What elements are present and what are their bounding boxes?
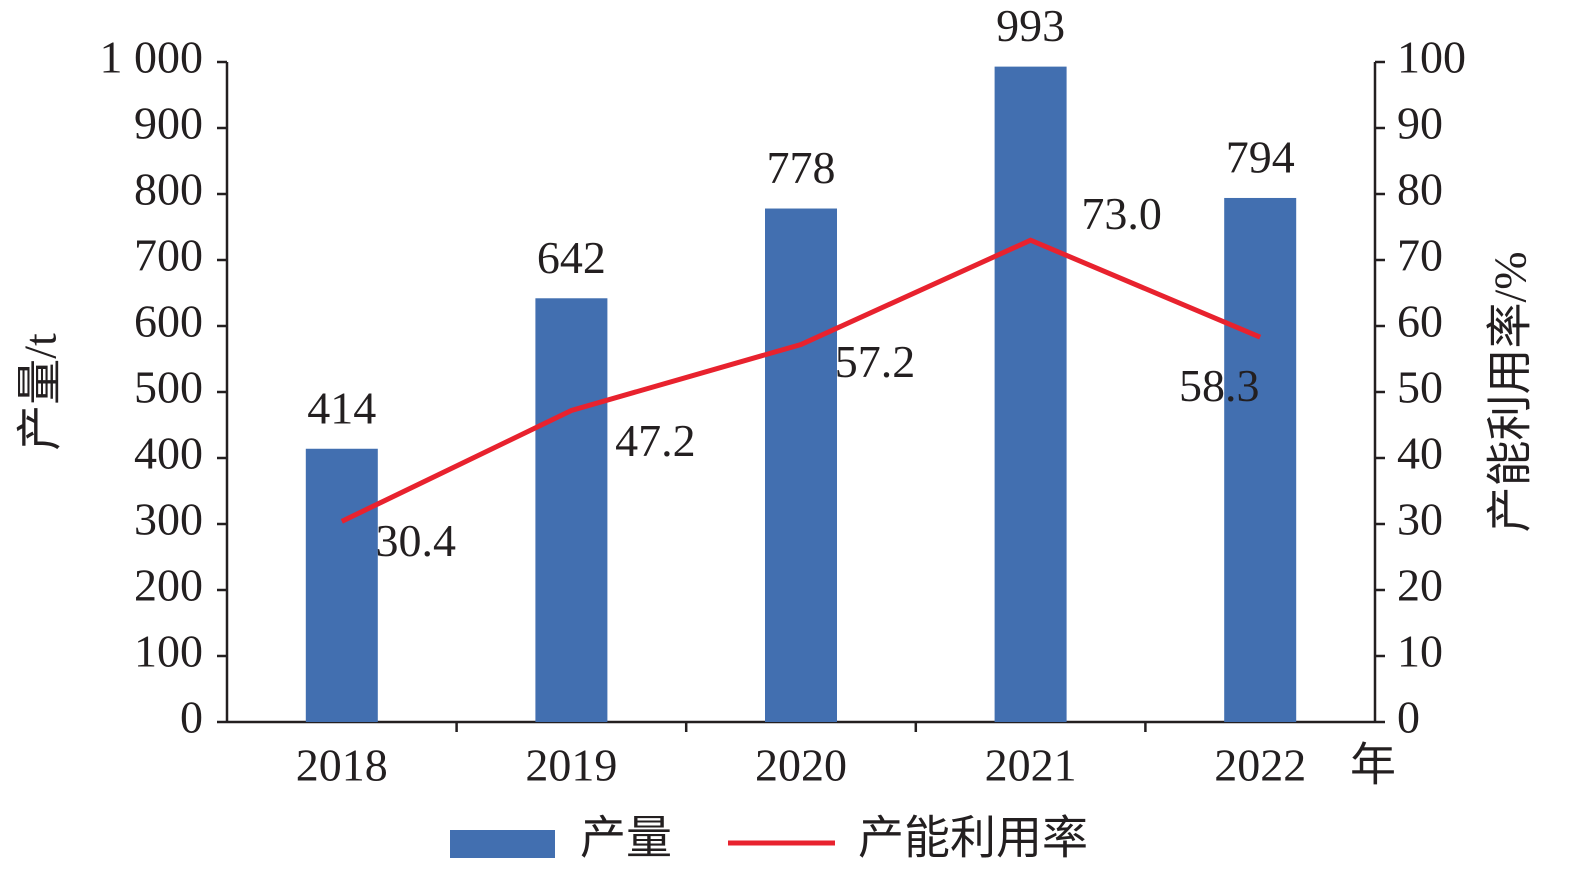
y2-axis-label: 产能利用率/% [1485,251,1536,532]
y2-tick-label: 10 [1397,626,1443,677]
y2-tick-label: 20 [1397,560,1443,611]
line-value-label: 30.4 [376,515,457,566]
line-value-label: 47.2 [615,415,696,466]
y2-tick-label: 50 [1397,362,1443,413]
y-tick-label: 300 [134,494,203,545]
y-tick-label: 600 [134,296,203,347]
bar-value-label: 778 [767,142,836,193]
bar-value-label: 414 [307,382,376,433]
y-tick-label: 100 [134,626,203,677]
bar [994,66,1067,723]
y2-tick-label: 80 [1397,164,1443,215]
x-tick-label: 2018 [296,740,388,791]
bar [535,298,608,722]
y2-tick-label: 90 [1397,98,1443,149]
bar [1224,197,1297,722]
bar [765,208,837,722]
y-tick-label: 200 [134,560,203,611]
y-tick-label: 1 000 [100,32,204,83]
y-tick-label: 400 [134,428,203,479]
y-axis-label: 产量/t [15,333,66,451]
y2-tick-label: 70 [1397,230,1443,281]
y2-tick-label: 40 [1397,428,1443,479]
line-value-label: 73.0 [1081,188,1162,239]
y2-tick-label: 100 [1397,32,1466,83]
line-value-label: 57.2 [835,336,916,387]
y2-tick-label: 30 [1397,494,1443,545]
line [340,237,1262,524]
x-tick-label: 2020 [755,740,847,791]
y-tick-label: 700 [134,230,203,281]
bar [305,448,378,722]
y-tick-label: 900 [134,98,203,149]
legend-label: 产能利用率 [858,813,1088,864]
bar-value-label: 642 [537,232,606,283]
y2-tick-label: 0 [1397,692,1420,743]
x-tick-label: 2021 [985,740,1077,791]
legend-label: 产量 [580,813,672,864]
x-tick-label: 2022 [1214,740,1306,791]
y-tick-label: 800 [134,164,203,215]
x-tick-label: 2019 [525,740,617,791]
y-tick-label: 500 [134,362,203,413]
line-value-label: 58.3 [1179,360,1260,411]
x-axis-label: 年 [1350,740,1396,791]
bar-value-label: 794 [1226,132,1295,183]
legend-swatch [450,830,555,858]
bar-value-label: 993 [996,0,1065,51]
y-tick-label: 0 [180,692,203,743]
y2-tick-label: 60 [1397,296,1443,347]
